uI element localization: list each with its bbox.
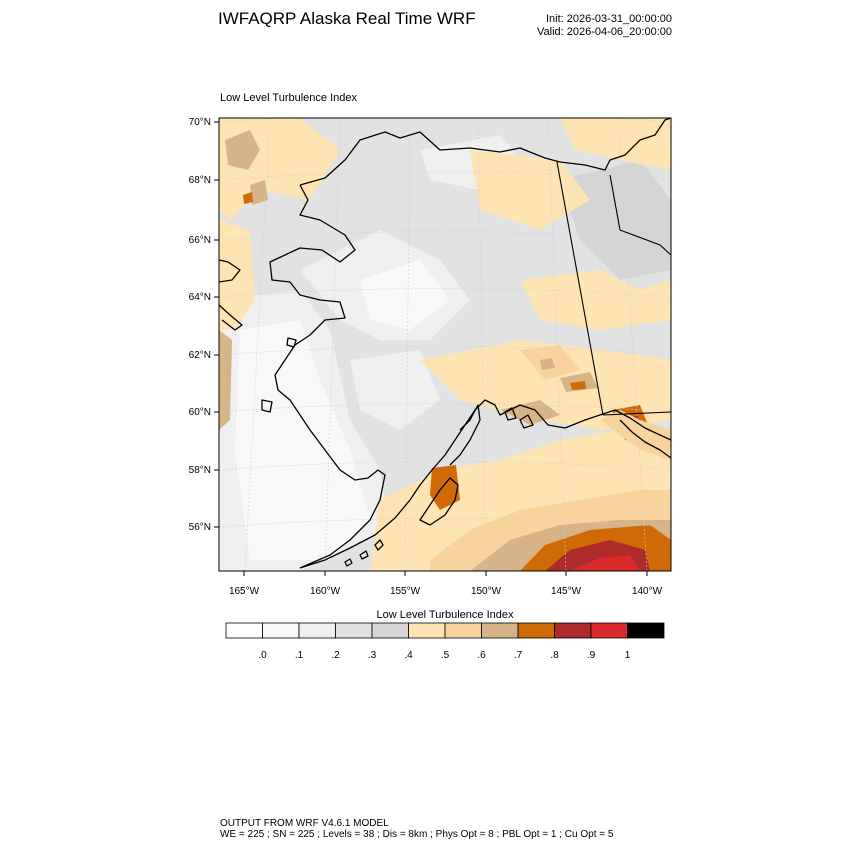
turbulence-field	[219, 118, 671, 571]
graticule	[219, 118, 671, 571]
lat-label: 60°N	[189, 407, 211, 418]
panel-title: Low Level Turbulence Index	[220, 92, 357, 104]
lon-labels: 165°W 160°W 155°W 150°W 145°W 140°W	[229, 586, 663, 597]
footer-config-line: WE = 225 ; SN = 225 ; Levels = 38 ; Dis …	[220, 829, 614, 840]
lon-label: 155°W	[390, 586, 421, 597]
colorbar-tick-label: 1	[625, 650, 631, 661]
colorbar-swatch	[517, 622, 555, 639]
colorbar-swatch	[590, 622, 628, 639]
main-title: IWFAQRP Alaska Real Time WRF	[218, 9, 476, 28]
valid-time: Valid: 2026-04-06_20:00:00	[537, 26, 672, 38]
colorbar-tick-label: .4	[404, 650, 413, 661]
lat-label: 68°N	[189, 175, 211, 186]
lon-label: 165°W	[229, 586, 260, 597]
colorbar-swatch	[627, 622, 665, 639]
colorbar	[225, 622, 665, 639]
lat-label: 70°N	[189, 117, 211, 128]
colorbar-swatch	[262, 622, 300, 639]
lon-label: 150°W	[471, 586, 502, 597]
lon-label: 145°W	[551, 586, 582, 597]
colorbar-tick-label: .9	[587, 650, 596, 661]
coastlines	[219, 118, 671, 569]
colorbar-tick-label: .7	[514, 650, 523, 661]
axis-ticks	[214, 121, 648, 576]
colorbar-swatch	[225, 622, 263, 639]
lon-label: 140°W	[632, 586, 663, 597]
colorbar-swatch	[554, 622, 592, 639]
colorbar-swatch	[408, 622, 446, 639]
border-lines	[556, 161, 671, 416]
lat-labels: 70°N 68°N 66°N 64°N 62°N 60°N 58°N 56°N	[189, 117, 211, 533]
lat-label: 58°N	[189, 465, 211, 476]
lat-label: 66°N	[189, 235, 211, 246]
colorbar-swatch	[444, 622, 482, 639]
colorbar-tick-label: .3	[368, 650, 377, 661]
colorbar-tick-label: .0	[258, 650, 267, 661]
lat-label: 64°N	[189, 292, 211, 303]
lat-label: 62°N	[189, 350, 211, 361]
colorbar-swatch	[371, 622, 409, 639]
colorbar-swatch	[335, 622, 373, 639]
colorbar-title: Low Level Turbulence Index	[376, 609, 514, 621]
colorbar-tick-label: .8	[550, 650, 559, 661]
colorbar-labels: .0 .1 .2 .3 .4 .5 .6 .7 .8 .9 1	[258, 650, 630, 661]
colorbar-tick-label: .5	[441, 650, 450, 661]
colorbar-tick-label: .6	[477, 650, 486, 661]
lon-label: 160°W	[310, 586, 341, 597]
init-time: Init: 2026-03-31_00:00:00	[546, 13, 672, 25]
colorbar-swatch	[481, 622, 519, 639]
colorbar-tick-label: .1	[295, 650, 304, 661]
map-frame	[218, 117, 672, 572]
colorbar-tick-label: .2	[331, 650, 340, 661]
footer-model-line: OUTPUT FROM WRF V4.6.1 MODEL	[220, 818, 389, 829]
lat-label: 56°N	[189, 522, 211, 533]
colorbar-swatch	[298, 622, 336, 639]
